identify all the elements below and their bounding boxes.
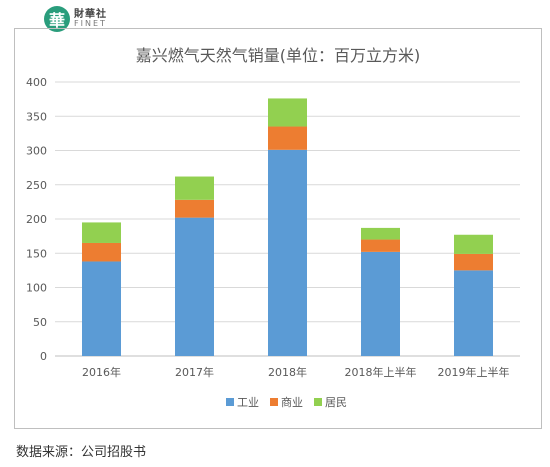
bar-0-series-2	[82, 222, 121, 243]
x-tick-label: 2018年	[268, 365, 307, 379]
bar-3-series-1	[361, 239, 400, 252]
y-tick-label: 250	[26, 179, 47, 192]
y-tick-label: 100	[26, 282, 47, 295]
x-tick-label: 2018年上半年	[345, 365, 417, 379]
bar-2-series-1	[268, 126, 307, 150]
bar-2-series-2	[268, 98, 307, 127]
bar-1-series-1	[175, 199, 214, 218]
bar-1-series-0	[175, 217, 214, 356]
bar-4-series-2	[454, 234, 493, 254]
legend-label: 工业	[237, 396, 259, 409]
y-tick-label: 200	[26, 213, 47, 226]
legend-swatch-0	[226, 398, 234, 406]
chart-frame	[14, 28, 542, 429]
brand-name-en: FINET	[74, 19, 107, 29]
legend-swatch-1	[270, 398, 278, 406]
legend-label: 商业	[281, 395, 303, 409]
y-tick-label: 400	[26, 76, 47, 89]
source-note: 数据来源：公司招股书	[16, 445, 147, 460]
y-tick-label: 0	[40, 350, 47, 363]
x-tick-label: 2017年	[175, 365, 214, 379]
bar-4-series-0	[454, 270, 493, 356]
brand-icon: 華	[44, 6, 70, 32]
brand-name-cn: 財華社	[74, 8, 107, 20]
y-tick-label: 150	[26, 247, 47, 260]
bar-2-series-0	[268, 149, 307, 356]
y-tick-label: 350	[26, 110, 47, 123]
bar-4-series-1	[454, 253, 493, 271]
legend-label: 居民	[325, 396, 347, 409]
y-tick-label: 300	[26, 145, 47, 158]
bar-3-series-0	[361, 251, 400, 356]
chart-title: 嘉兴燃气天然气销量(单位：百万立方米)	[135, 46, 421, 65]
x-tick-label: 2019年上半年	[438, 365, 510, 379]
x-tick-label: 2016年	[82, 365, 121, 379]
y-tick-label: 50	[33, 316, 47, 329]
brand-logo: 華 財華社 FINET	[44, 4, 107, 34]
bar-0-series-1	[82, 242, 121, 262]
legend-swatch-2	[314, 398, 322, 406]
bar-3-series-2	[361, 227, 400, 240]
bar-1-series-2	[175, 176, 214, 200]
brand-text: 財華社 FINET	[74, 8, 107, 29]
bar-0-series-0	[82, 261, 121, 356]
